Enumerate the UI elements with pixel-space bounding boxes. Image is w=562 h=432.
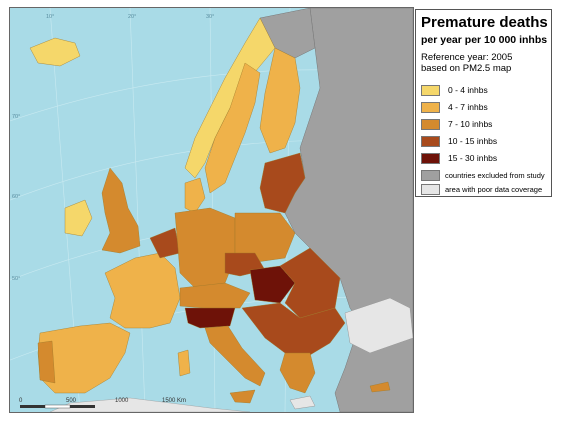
legend-class-label: 15 - 30 inhbs <box>448 153 498 163</box>
legend-swatch <box>421 152 440 164</box>
region-italy <box>204 325 266 387</box>
legend-poor-coverage-row: area with poor data coverage <box>421 182 542 196</box>
region-sicily <box>229 389 256 404</box>
legend-swatch <box>421 101 440 113</box>
excluded-region-southeast <box>334 337 413 412</box>
legend-class-row: 7 - 10 inhbs <box>421 117 492 131</box>
scale-label: 500 <box>66 398 77 404</box>
excluded-region-north-africa <box>49 397 251 412</box>
legend-poor-coverage-label: area with poor data coverage <box>445 184 543 194</box>
legend-excluded-row: countries excluded from study <box>421 168 545 182</box>
legend-title: Premature deaths <box>421 14 548 31</box>
legend-class-label: 10 - 15 inhbs <box>448 136 498 146</box>
legend-class-row: 15 - 30 inhbs <box>421 151 497 165</box>
region-finland <box>259 47 301 154</box>
region-hungary <box>249 265 296 304</box>
legend-reference: Reference year: 2005 based on PM2.5 map <box>421 52 512 74</box>
region-iceland <box>29 37 81 67</box>
graticule-label: 50° <box>12 276 20 282</box>
legend-class-label: 0 - 4 inhbs <box>448 85 488 95</box>
scale-bar: 0 500 1000 1500 Km <box>19 398 186 409</box>
region-sardinia <box>177 349 191 377</box>
region-alps <box>179 282 251 309</box>
region-cyprus <box>369 381 391 393</box>
scale-label: 1500 Km <box>162 398 186 404</box>
legend-swatch <box>421 169 440 181</box>
region-france <box>104 252 181 329</box>
map-panel: 70° 60° 50° 10° 20° 30° <box>9 7 414 413</box>
legend-class-row: 10 - 15 inhbs <box>421 134 497 148</box>
graticule-label: 30° <box>206 14 214 20</box>
legend-swatch <box>421 118 440 130</box>
poor-coverage-area <box>344 297 413 354</box>
region-sweden <box>204 62 261 194</box>
legend-class-row: 0 - 4 inhbs <box>421 83 488 97</box>
legend-excluded-label: countries excluded from study <box>445 170 545 180</box>
reference-basis: based on PM2.5 map <box>421 63 512 74</box>
legend-class-label: 7 - 10 inhbs <box>448 119 493 129</box>
europe-map: 70° 60° 50° 10° 20° 30° <box>10 8 413 412</box>
region-balkans <box>241 302 346 359</box>
region-greece <box>279 352 316 394</box>
graticule-label: 20° <box>128 14 136 20</box>
region-baltics <box>259 152 306 214</box>
poor-coverage-area <box>289 395 316 410</box>
legend-swatch <box>421 135 440 147</box>
region-germany <box>174 207 236 289</box>
graticule-label: 70° <box>12 114 20 120</box>
scale-label: 1000 <box>115 398 129 404</box>
region-portugal <box>37 340 56 384</box>
legend-swatch <box>421 84 440 96</box>
region-ireland <box>64 199 93 237</box>
legend-class-label: 4 - 7 inhbs <box>448 102 488 112</box>
legend-swatch <box>421 183 440 195</box>
legend-class-row: 4 - 7 inhbs <box>421 100 488 114</box>
region-great-britain <box>101 167 141 254</box>
region-denmark <box>184 177 206 214</box>
region-italy-north <box>184 307 236 329</box>
graticule-label: 10° <box>46 14 54 20</box>
graticule-label: 60° <box>12 194 20 200</box>
map-legend: Premature deaths per year per 10 000 inh… <box>415 9 552 197</box>
scale-label: 0 <box>19 398 23 404</box>
reference-year: Reference year: 2005 <box>421 52 513 63</box>
legend-subtitle: per year per 10 000 inhbs <box>421 34 548 46</box>
